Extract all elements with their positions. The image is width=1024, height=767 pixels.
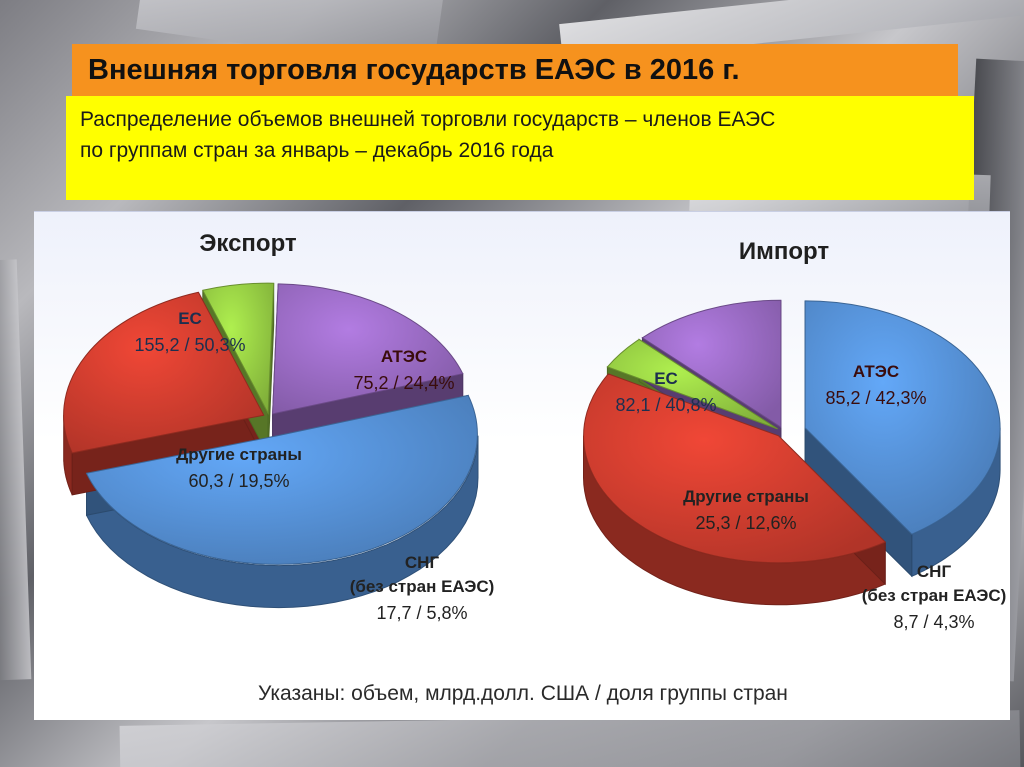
pie-import: Импорт ЕС 82,1 / 40,8% АТЭС 85,2 / 42,3% СНГ (… — [583, 238, 1007, 632]
slice-value-eu: 82,1 / 40,8% — [615, 395, 716, 415]
chart-panel: Экспорт ЕС 155,2 / 50,3% АТЭС 75,2 / 24,4% СН… — [34, 211, 1010, 720]
slice-label-eu: ЕС — [178, 309, 202, 328]
slice-label-eu: ЕС — [654, 369, 678, 388]
slice-eu — [85, 394, 478, 565]
slice-sublabel-cis: (без стран ЕАЭС) — [350, 577, 495, 596]
pie-charts: Экспорт ЕС 155,2 / 50,3% АТЭС 75,2 / 24,4% СН… — [63, 230, 1007, 632]
slice-value-apec: 85,2 / 42,3% — [825, 388, 926, 408]
slice-value-other: 60,3 / 19,5% — [188, 471, 289, 491]
slice-apec — [63, 291, 265, 454]
pie-title: Импорт — [739, 238, 830, 265]
slice-value-other: 25,3 / 12,6% — [695, 513, 796, 533]
slice-eu — [804, 300, 1001, 535]
pie-top-layer — [583, 299, 1001, 564]
footnote: Указаны: объем, млрд.долл. США / доля гр… — [258, 682, 788, 705]
slide-subtitle: Распределение объемов внешней торговли г… — [66, 96, 974, 200]
slice-cis — [606, 338, 778, 430]
slice-sublabel-cis: (без стран ЕАЭС) — [862, 586, 1007, 605]
slice-cis — [202, 282, 275, 415]
slice-other — [272, 283, 464, 415]
slice-other — [641, 299, 782, 429]
slice-value-eu: 155,2 / 50,3% — [134, 335, 245, 355]
slice-label-cis: СНГ — [917, 562, 952, 581]
slide-title: Внешняя торговля государств ЕАЭС в 2016 … — [72, 44, 958, 96]
background-shard — [0, 259, 32, 681]
slice-label-apec: АТЭС — [853, 362, 899, 381]
slice-label-cis: СНГ — [405, 553, 440, 572]
subtitle-line-1: Распределение объемов внешней торговли г… — [80, 108, 776, 131]
pie-export: Экспорт ЕС 155,2 / 50,3% АТЭС 75,2 / 24,4% СН… — [63, 230, 495, 623]
slice-apec — [583, 373, 887, 564]
footnote-strip — [34, 671, 1010, 720]
slice-label-other: Другие страны — [176, 445, 302, 464]
slice-label-apec: АТЭС — [381, 347, 427, 366]
slice-label-other: Другие страны — [683, 487, 809, 506]
slice-value-cis: 17,7 / 5,8% — [376, 603, 467, 623]
slice-value-apec: 75,2 / 24,4% — [353, 373, 454, 393]
pie-title: Экспорт — [199, 230, 297, 257]
subtitle-line-2: по группам стран за январь – декабрь 201… — [80, 139, 554, 162]
slice-value-cis: 8,7 / 4,3% — [893, 612, 974, 632]
pie-top-layer — [63, 282, 478, 565]
